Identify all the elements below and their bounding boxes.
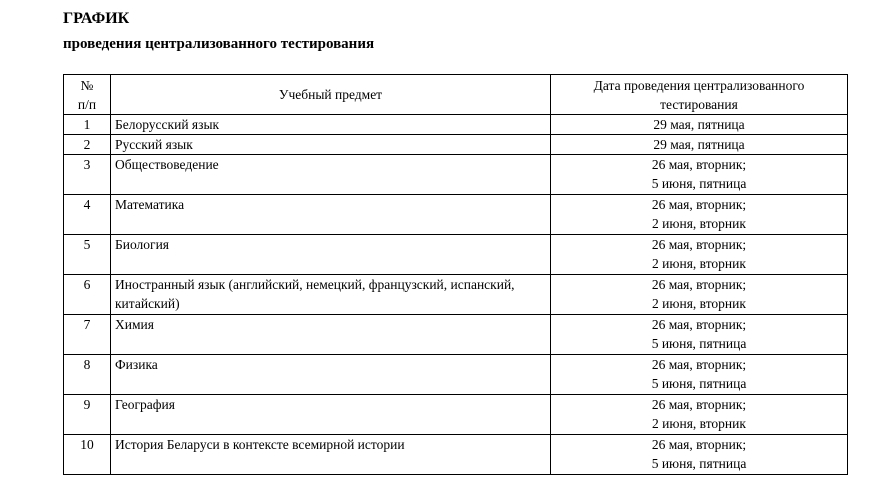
cell-num: 3 — [63, 154, 111, 195]
table-header-row: № п/п Учебный предмет Дата проведения це… — [63, 74, 848, 115]
cell-num: 1 — [63, 114, 111, 135]
cell-date: 26 мая, вторник; 5 июня, пятница — [550, 314, 848, 355]
table-row: 6 Иностранный язык (английский, немецкий… — [63, 274, 848, 315]
cell-date: 29 мая, пятница — [550, 114, 848, 135]
cell-date: 26 мая, вторник; 5 июня, пятница — [550, 434, 848, 475]
cell-date: 26 мая, вторник; 2 июня, вторник — [550, 234, 848, 275]
cell-num: 5 — [63, 234, 111, 275]
cell-date: 26 мая, вторник; 2 июня, вторник — [550, 394, 848, 435]
cell-subject: Математика — [110, 194, 551, 235]
cell-subject: Физика — [110, 354, 551, 395]
table-row: 9 География 26 мая, вторник; 2 июня, вто… — [63, 394, 848, 435]
document-page: ГРАФИК проведения централизованного тест… — [63, 10, 848, 475]
table-row: 8 Физика 26 мая, вторник; 5 июня, пятниц… — [63, 354, 848, 395]
cell-subject: История Беларуси в контексте всемирной и… — [110, 434, 551, 475]
header-num: № п/п — [63, 74, 111, 115]
cell-num: 4 — [63, 194, 111, 235]
table-row: 4 Математика 26 мая, вторник; 2 июня, вт… — [63, 194, 848, 235]
cell-date: 26 мая, вторник; 2 июня, вторник — [550, 274, 848, 315]
cell-subject: Иностранный язык (английский, немецкий, … — [110, 274, 551, 315]
schedule-table: № п/п Учебный предмет Дата проведения це… — [63, 74, 848, 475]
cell-date: 26 мая, вторник; 5 июня, пятница — [550, 154, 848, 195]
page-subtitle: проведения централизованного тестировани… — [63, 36, 375, 52]
cell-num: 6 — [63, 274, 111, 315]
table-row: 10 История Беларуси в контексте всемирно… — [63, 434, 848, 475]
header-subject: Учебный предмет — [110, 74, 551, 115]
cell-subject: География — [110, 394, 551, 435]
table-row: 2 Русский язык 29 мая, пятница — [63, 134, 848, 155]
cell-subject: Белорусский язык — [110, 114, 551, 135]
page-title: ГРАФИК — [63, 10, 130, 27]
cell-num: 7 — [63, 314, 111, 355]
cell-num: 9 — [63, 394, 111, 435]
cell-date: 26 мая, вторник; 2 июня, вторник — [550, 194, 848, 235]
cell-num: 10 — [63, 434, 111, 475]
cell-subject: Обществоведение — [110, 154, 551, 195]
cell-subject: Русский язык — [110, 134, 551, 155]
table-row: 5 Биология 26 мая, вторник; 2 июня, втор… — [63, 234, 848, 275]
cell-num: 8 — [63, 354, 111, 395]
table-row: 3 Обществоведение 26 мая, вторник; 5 июн… — [63, 154, 848, 195]
cell-num: 2 — [63, 134, 111, 155]
table-row: 7 Химия 26 мая, вторник; 5 июня, пятница — [63, 314, 848, 355]
cell-subject: Биология — [110, 234, 551, 275]
header-date: Дата проведения централизованного тестир… — [550, 74, 848, 115]
table-row: 1 Белорусский язык 29 мая, пятница — [63, 114, 848, 135]
cell-date: 29 мая, пятница — [550, 134, 848, 155]
cell-subject: Химия — [110, 314, 551, 355]
cell-date: 26 мая, вторник; 5 июня, пятница — [550, 354, 848, 395]
